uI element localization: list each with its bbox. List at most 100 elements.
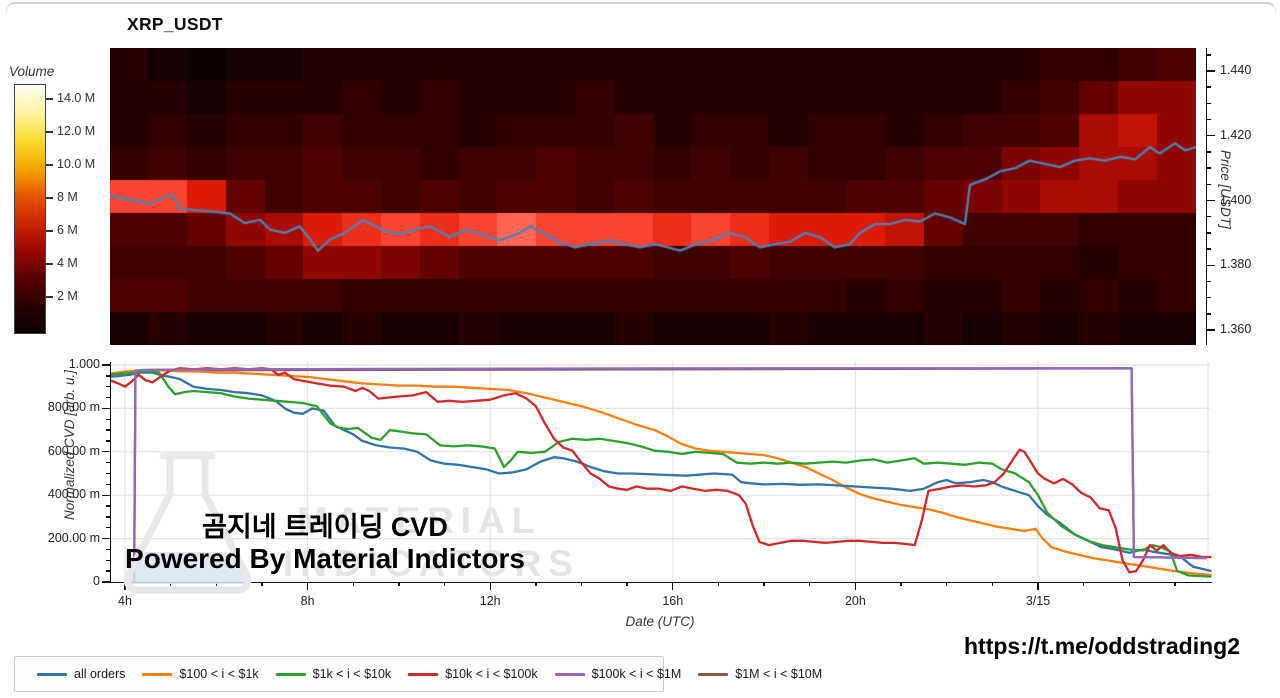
legend-label: $1M < i < $10M [735,667,823,681]
cvd-x-tick [580,582,583,586]
cvd-x-tick [854,582,857,590]
cvd-y-tick [102,407,110,410]
colorbar-tick-label: 14.0 M [57,91,96,105]
price-axis-tick [1206,102,1211,105]
colorbar-tick-label: 4 M [57,256,78,270]
price-axis-tick [1206,86,1211,88]
cvd-x-axis-title: Date (UTC) [625,614,695,629]
cvd-x-tick [352,582,354,586]
price-axis-tick [1206,215,1211,218]
cvd-x-tick [398,582,400,586]
watermark-line2: Powered By Material Indictors [125,543,525,575]
colorbar-tick [46,197,53,199]
legend-item-2: $1k < i < $10k [275,667,392,681]
watermark-ghost-text-2: INDICATORS [283,543,580,584]
colorbar-title: Volume [9,64,55,79]
price-axis-tick [1206,329,1215,331]
cvd-y-tick [102,537,110,540]
legend-label: $1k < i < $10k [312,667,392,681]
cvd-x-tick [1128,582,1130,586]
legend-label: $10k < i < $100k [445,667,538,681]
legend-label: $100 < i < $1k [179,667,259,681]
cvd-series-2 [110,370,1212,578]
cvd-series-3 [110,367,1212,574]
cvd-y-tick [102,581,110,583]
legend: all orders $100 < i < $1k $1k < i < $10k $1… [14,656,822,692]
price-axis-tick [1206,167,1211,169]
cvd-x-tick [124,582,126,590]
watermark-line1: 곰지네 트레이딩 CVD [202,512,448,542]
colorbar-tick [46,131,53,133]
price-tick-label: 1.420 [1220,127,1252,142]
colorbar-tick [46,263,53,265]
cvd-y-tick [102,364,110,366]
cvd-x-tick [717,582,720,586]
colorbar-tick-label: 2 M [57,289,78,303]
cvd-y-tick [106,527,110,529]
colorbar-tick [46,230,53,232]
cvd-y-tick [102,494,110,496]
chart-title: XRP_USDT [127,14,223,34]
volume-colorbar [14,84,46,334]
price-axis-tick [1206,118,1211,121]
legend-swatch [142,672,173,676]
legend-swatch [554,672,585,676]
cvd-x-tick-label: 3/15 [1025,594,1051,608]
price-tick-label: 1.360 [1220,322,1252,336]
cvd-y-tick [106,472,110,475]
price-axis-tick [1206,70,1215,72]
cvd-y-tick [106,386,110,388]
cvd-y-tick-label: 200.00 m [47,530,100,545]
colorbar-tick [46,296,53,298]
cvd-y-tick [106,396,110,399]
cvd-y-tick [106,375,110,377]
cvd-y-tick [106,429,110,431]
price-axis-tick [1206,232,1211,234]
flask-icon [123,452,252,594]
cvd-series-1 [110,369,1212,577]
cvd-x-tick [261,582,263,586]
cvd-x-tick-label: 8h [300,594,315,608]
colorbar-tick [46,98,53,100]
cvd-x-tick [626,582,628,586]
price-tick-label: 1.400 [1220,192,1252,207]
price-tick-label: 1.380 [1220,257,1252,272]
cvd-x-tick [809,582,811,586]
cvd-y-tick-label: 400.00 m [47,487,100,502]
cvd-x-tick [763,582,765,586]
price-axis-tick [1206,296,1211,299]
cvd-x-tick [306,582,309,590]
cvd-y-tick [106,548,110,551]
cvd-x-tick [1037,582,1039,590]
cvd-x-tick-label: 12h [479,594,501,608]
cvd-y-tick-label: 800.00 m [47,400,100,415]
legend-item-4: $100k < i < $1M [554,667,681,681]
cvd-series-4 [132,367,1207,583]
volume-heatmap [110,48,1196,345]
price-axis-tick [1206,183,1211,185]
legend-swatch [275,672,306,676]
legend-item-5: $1M < i < $10M [698,667,822,681]
cvd-y-tick-label: 600.00 m [47,443,100,458]
cvd-x-tick [900,582,902,586]
cvd-y-tick [106,461,110,464]
legend-item-0: all orders [37,667,125,681]
cvd-y-axis-line [110,362,112,583]
colorbar-tick [46,164,53,166]
cvd-x-tick-label: 20h [844,594,866,608]
legend-swatch [698,672,729,676]
window-top-edge [6,2,1276,14]
price-axis-tick [1206,248,1211,250]
watermark-ghost-text-1: MATERIAL [297,500,542,541]
cvd-x-tick [535,582,537,586]
cvd-line-chart [110,362,1212,583]
price-axis-tick [1206,54,1211,56]
cvd-y-tick [106,483,110,486]
cvd-y-tick-label: 0 [93,574,100,588]
legend-label: all orders [74,667,126,681]
colorbar-tick-label: 8 M [57,190,78,204]
cvd-x-tick-label: 4h [118,594,132,608]
legend-swatch [408,672,439,676]
price-axis-title: Price [USDT] [1218,150,1233,229]
cvd-y-tick [106,570,110,572]
